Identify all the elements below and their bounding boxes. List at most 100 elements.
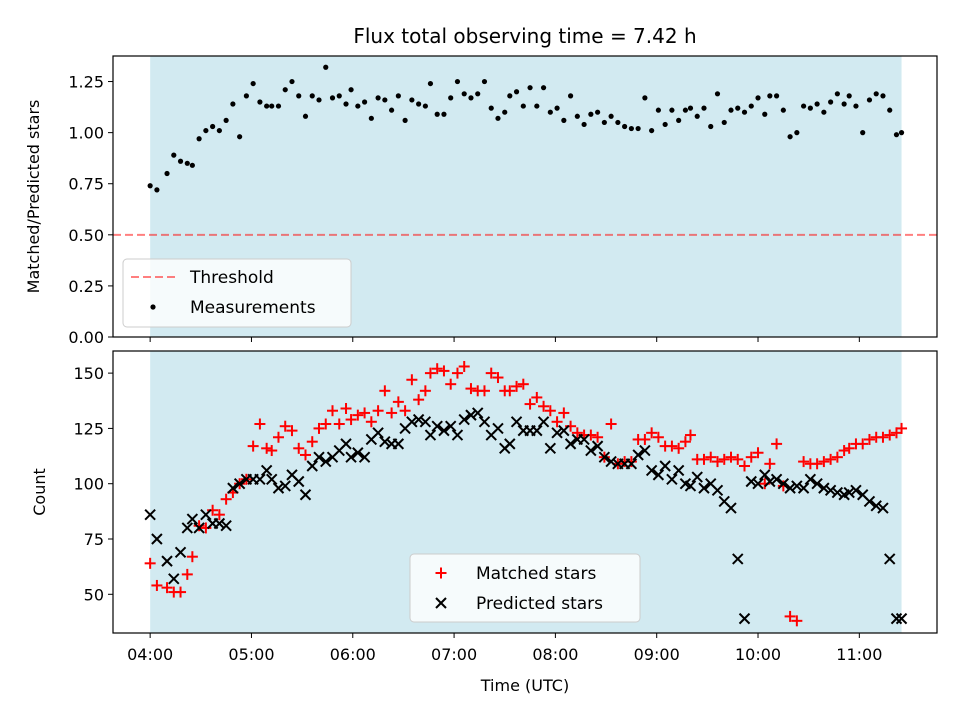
measurements-series	[147, 64, 905, 193]
measurement-point	[171, 152, 177, 158]
measurement-point	[567, 93, 574, 99]
predicted-point	[764, 475, 776, 488]
matched-point	[352, 409, 364, 421]
predicted-point	[272, 482, 285, 494]
predicted-point	[544, 442, 557, 455]
predicted-point	[831, 486, 844, 499]
matched-point	[745, 451, 757, 463]
top-y-tick-label: 0.25	[68, 277, 104, 296]
matched-point	[261, 442, 273, 454]
predicted-point	[458, 413, 470, 426]
matched-point	[445, 378, 457, 390]
predicted-point	[585, 444, 597, 457]
matched-point	[386, 407, 398, 419]
matched-point	[424, 367, 436, 379]
matched-point	[465, 383, 477, 395]
measurement-point	[853, 103, 859, 109]
measurement-point	[787, 134, 793, 140]
measurement-point	[264, 103, 270, 109]
measurement-point	[655, 107, 661, 113]
measurement-point	[595, 109, 601, 115]
measurement-point	[622, 123, 628, 130]
measurement-point	[773, 93, 780, 99]
matched-point	[327, 405, 339, 417]
measurement-point	[389, 107, 395, 113]
matched-point	[492, 372, 504, 384]
matched-point	[254, 418, 266, 430]
measurement-point	[375, 95, 381, 101]
measurement-point	[302, 113, 309, 119]
matched-point	[732, 453, 744, 465]
matched-point	[413, 394, 425, 406]
measurement-point	[860, 130, 866, 136]
legend-matched-label: Matched stars	[476, 564, 596, 584]
measurement-point	[694, 113, 700, 119]
predicted-point	[537, 416, 550, 428]
matched-point	[811, 458, 823, 470]
predicted-point	[625, 458, 638, 470]
measurement-point	[547, 109, 553, 115]
predicted-point	[424, 429, 437, 441]
predicted-point	[666, 473, 678, 485]
x-tick-label: 11:00	[836, 645, 882, 664]
measurement-point	[434, 111, 440, 117]
measurement-point	[257, 99, 263, 105]
matched-point	[857, 438, 869, 450]
x-tick-label: 05:00	[228, 645, 274, 664]
predicted-point	[200, 508, 212, 521]
matched-point	[791, 615, 803, 627]
predicted-point	[672, 464, 685, 477]
top-y-tick-label: 0.00	[68, 328, 104, 347]
measurement-point	[887, 107, 893, 113]
predicted-point	[645, 464, 658, 477]
matched-point	[884, 429, 896, 441]
legend-threshold-label: Threshold	[189, 268, 274, 288]
matched-point	[379, 385, 391, 397]
predicted-point	[659, 460, 671, 472]
legend-plus-marker	[435, 567, 447, 579]
top-plot: 0.00 0.25 0.50 0.75 1.00 1.25 Matched/Predict…	[24, 55, 938, 347]
matched-point	[458, 360, 470, 372]
top-y-tick-label: 1.00	[68, 124, 104, 143]
predicted-point	[639, 444, 651, 457]
measurement-point	[441, 111, 447, 117]
matched-point	[711, 456, 723, 468]
matched-point	[705, 451, 717, 463]
measurement-point	[368, 115, 374, 121]
bottom-y-axis: 50 75 100 125 150	[73, 364, 113, 604]
matched-point	[798, 456, 810, 468]
predicted-point	[691, 471, 703, 483]
matched-point	[213, 509, 225, 521]
measurement-point	[520, 103, 526, 109]
measurement-point	[296, 93, 302, 99]
matched-point	[175, 586, 187, 598]
measurement-point	[481, 78, 488, 85]
predicted-point	[877, 502, 889, 514]
predicted-point	[266, 473, 278, 485]
predicted-point	[320, 455, 332, 468]
measurement-point	[475, 91, 481, 97]
predicted-point	[732, 553, 744, 565]
measurement-point	[454, 78, 461, 85]
predicted-point	[725, 502, 737, 514]
matched-point	[299, 449, 311, 461]
matched-point	[517, 378, 529, 390]
matched-point	[272, 431, 284, 443]
matched-point	[639, 433, 651, 445]
x-tick-label: 10:00	[735, 645, 781, 664]
measurement-point	[649, 127, 655, 134]
predicted-point	[478, 416, 491, 428]
top-legend-box	[122, 258, 352, 328]
measurement-point	[669, 107, 675, 113]
measurement-point	[828, 99, 834, 105]
matched-point	[652, 431, 664, 443]
measurement-point	[409, 97, 415, 103]
measurement-point	[336, 93, 342, 99]
matched-point	[451, 367, 463, 379]
matched-point	[286, 425, 298, 437]
predicted-stars-series	[144, 407, 908, 625]
measurement-point	[216, 127, 222, 134]
measurement-point	[601, 119, 607, 126]
measurement-point	[866, 97, 873, 103]
